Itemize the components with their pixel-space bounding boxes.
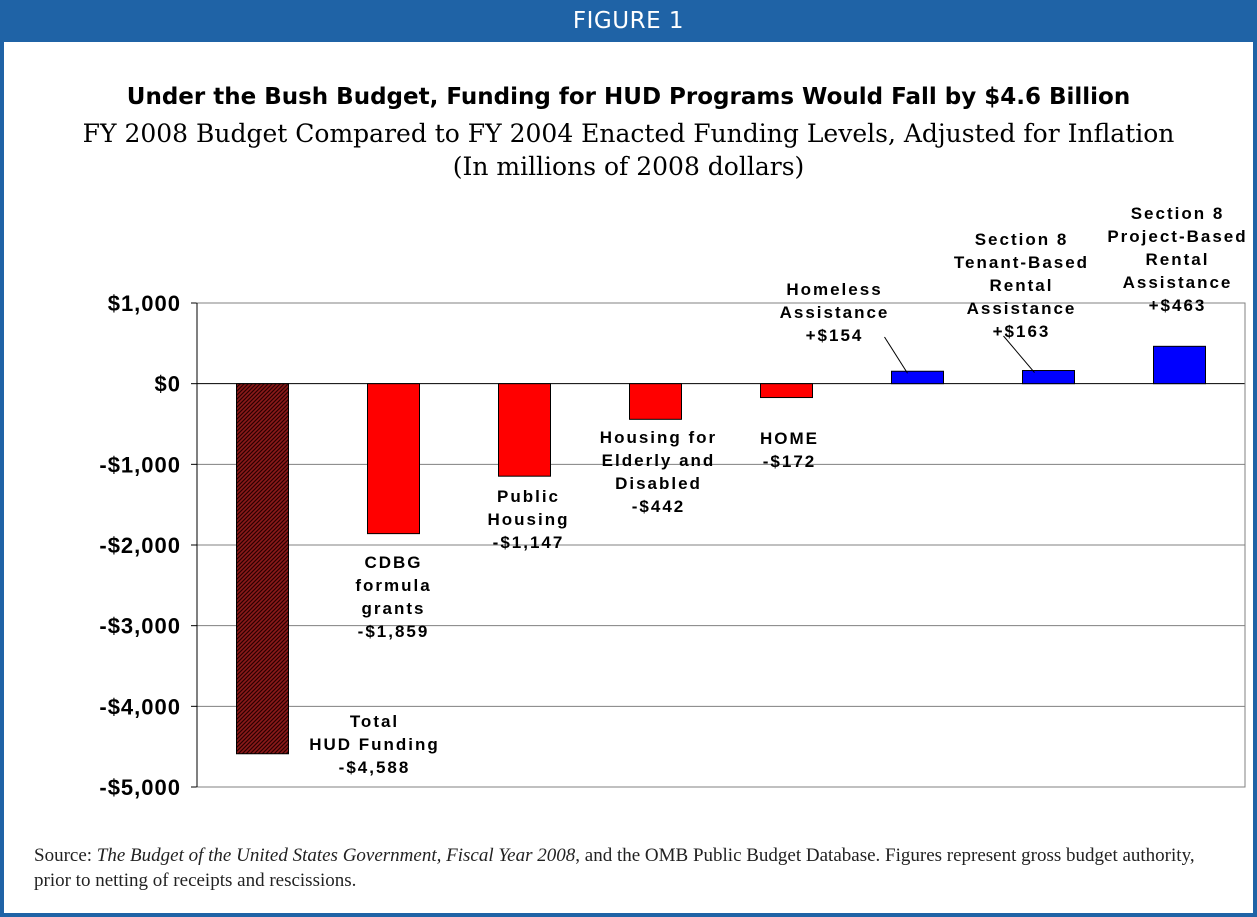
data-label-line: Assistance [967, 299, 1077, 318]
y-tick-label: -$1,000 [99, 452, 181, 477]
data-label-line: -$1,147 [493, 533, 565, 552]
y-tick-label: $0 [155, 372, 181, 397]
y-tick-label: -$3,000 [99, 614, 181, 639]
data-label-line: -$442 [632, 497, 685, 516]
data-label-line: Tenant-Based [954, 253, 1089, 272]
y-tick-label: -$4,000 [99, 694, 181, 719]
data-label-5: HOME -$172 [760, 429, 819, 471]
data-label-line: Housing [488, 510, 570, 529]
source-note: Source: The Budget of the United States … [34, 843, 1224, 893]
chart-subtitle-line-2: (In millions of 2008 dollars) [452, 152, 805, 181]
data-label-line: Section 8 [975, 230, 1069, 249]
figure-label: FIGURE 1 [0, 0, 1257, 42]
bar-2 [367, 383, 420, 535]
data-label-1: Total HUD Funding -$4,588 [309, 712, 440, 777]
chart-subtitle-line-1: FY 2008 Budget Compared to FY 2004 Enact… [82, 119, 1175, 148]
y-tick-label: -$2,000 [99, 533, 181, 558]
chart-title: Under the Bush Budget, Funding for HUD P… [126, 84, 1131, 110]
y-tick-label: -$5,000 [99, 775, 181, 800]
data-label-line: -$172 [763, 452, 816, 471]
data-label-7: Section 8 Tenant-Based Rental Assistance +$1… [954, 230, 1089, 341]
bar-4 [629, 383, 682, 420]
data-label-line: Assistance [780, 303, 890, 322]
data-label-line: Housing for [600, 428, 717, 447]
bar-1 [236, 383, 289, 755]
data-label-line: Rental [1146, 250, 1210, 269]
data-label-line: HOME [760, 429, 819, 448]
data-label-line: grants [362, 599, 426, 618]
bar-3 [498, 383, 551, 477]
source-title: The Budget of the United States Governme… [96, 845, 576, 866]
data-label-line: Total [350, 712, 399, 731]
data-label-8: Section 8 Project-Based Rental Assistance +$… [1107, 204, 1247, 315]
data-label-line: -$1,859 [358, 622, 430, 641]
bar-8 [1153, 345, 1206, 385]
source-rest: , and the OMB Public Budget Database. Fi… [34, 845, 1195, 891]
data-label-line: Disabled [615, 474, 702, 493]
source-prefix: Source: [34, 845, 97, 866]
data-label-line: +$463 [1149, 296, 1207, 315]
data-label-6: Homeless Assistance +$154 [780, 280, 890, 345]
bar-5 [760, 383, 813, 399]
leader-line-homeless [884, 336, 908, 374]
data-label-line: Rental [990, 276, 1054, 295]
data-label-3: Public Housing -$1,147 [488, 487, 570, 552]
y-tick-label: $1,000 [108, 291, 181, 316]
bar-6 [891, 370, 944, 385]
data-label-line: Homeless [786, 280, 882, 299]
data-label-line: +$163 [993, 322, 1051, 341]
bar-7 [1022, 370, 1075, 385]
data-label-2: CDBG formula grants -$1,859 [355, 553, 431, 641]
data-label-line: Section 8 [1131, 204, 1225, 223]
data-label-line: -$4,588 [339, 758, 411, 777]
data-label-line: CDBG [364, 553, 422, 572]
data-label-line: Public [497, 487, 560, 506]
data-label-4: Housing for Elderly and Disabled -$442 [600, 428, 717, 516]
leader-line-tenant [1003, 335, 1035, 373]
data-label-line: Assistance [1123, 273, 1233, 292]
data-label-line: Project-Based [1107, 227, 1247, 246]
data-label-line: Elderly and [602, 451, 716, 470]
data-label-line: +$154 [806, 326, 864, 345]
chart-subtitle: FY 2008 Budget Compared to FY 2004 Enact… [0, 117, 1257, 183]
data-label-line: formula [355, 576, 431, 595]
data-label-line: HUD Funding [309, 735, 440, 754]
